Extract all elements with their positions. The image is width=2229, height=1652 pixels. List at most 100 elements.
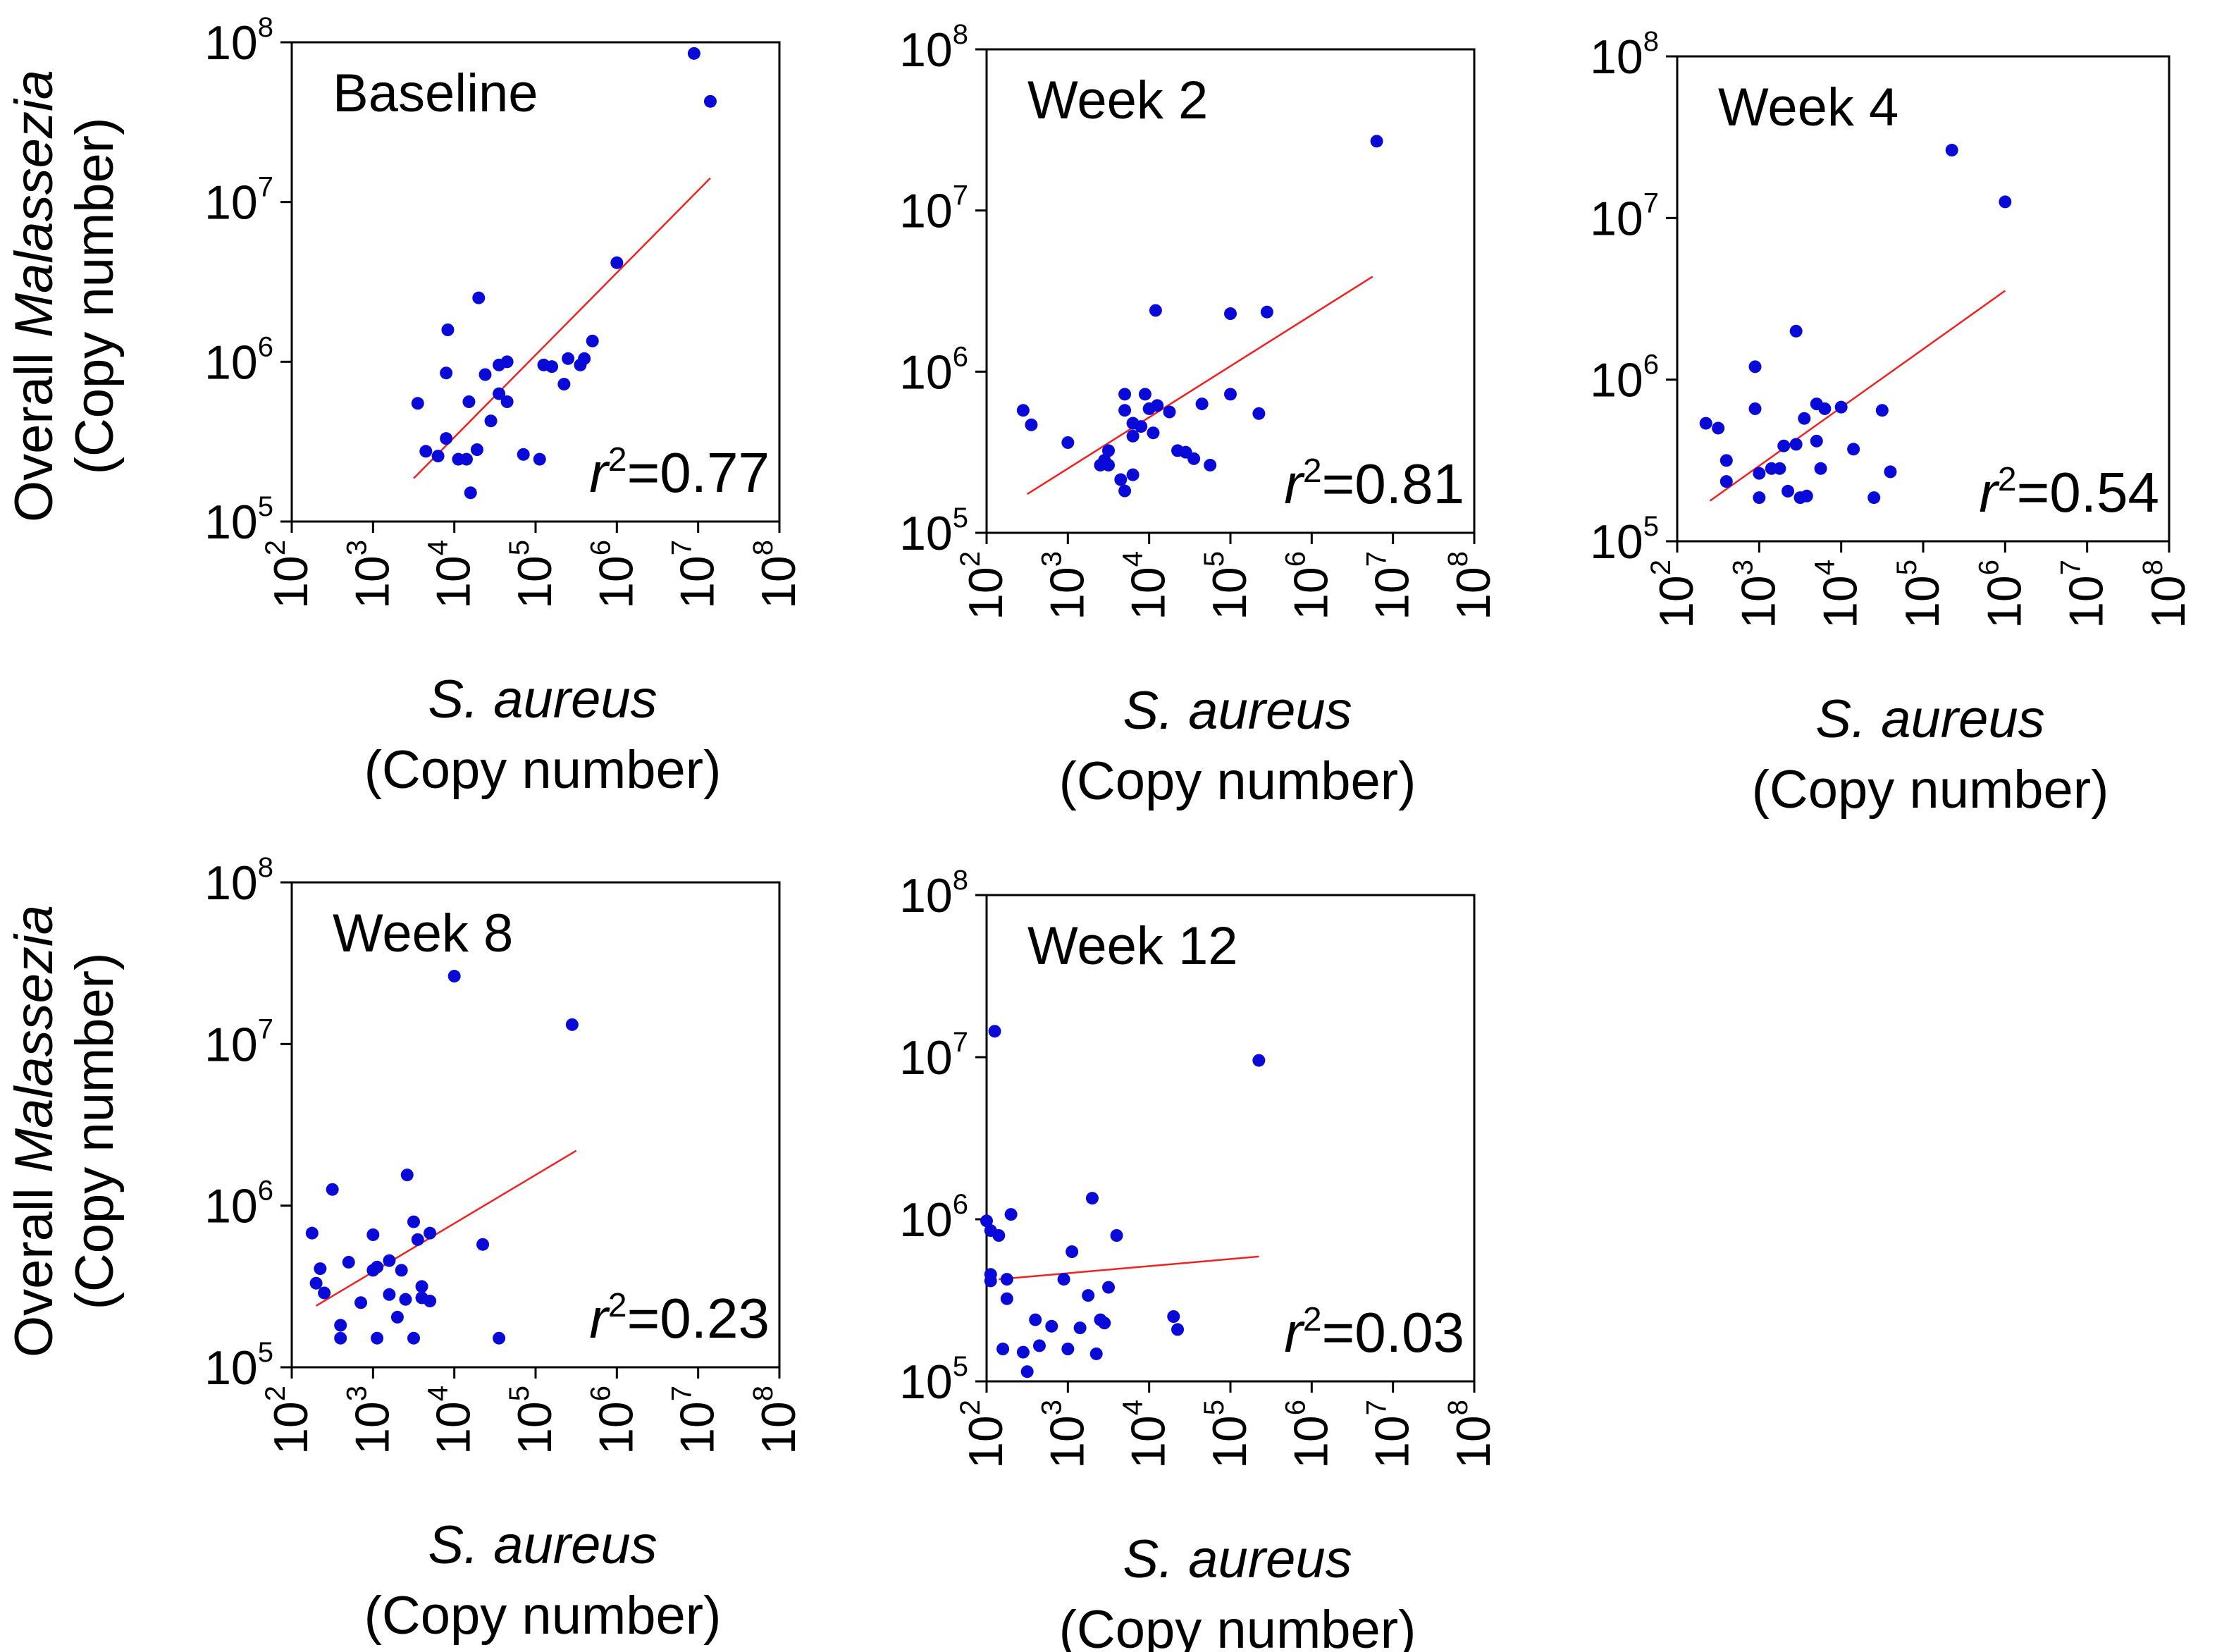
data-point [610, 256, 624, 269]
data-point [1098, 1317, 1111, 1330]
data-point [1029, 1313, 1042, 1326]
panel-title: Week 4 [1718, 78, 1898, 137]
data-point [334, 1319, 347, 1332]
data-point [411, 397, 424, 410]
data-point [1045, 1319, 1058, 1333]
x-tick-label: 104 [423, 1386, 481, 1455]
x-tick-label: 106 [585, 540, 643, 609]
data-point [1834, 400, 1848, 414]
y-tick-label: 107 [204, 172, 273, 230]
data-point [1370, 135, 1383, 148]
x-tick-label: 102 [1645, 560, 1703, 629]
x-axis-title: S. aureus [1123, 681, 1352, 741]
data-point [472, 291, 486, 304]
data-point [1252, 1054, 1266, 1067]
ylabel-prefix: Overall [4, 1173, 64, 1357]
data-point [493, 387, 506, 400]
data-point [424, 1226, 437, 1240]
data-point [440, 432, 453, 445]
x-tick-label: 102 [955, 1400, 1013, 1469]
x-axis-unit: (Copy number) [364, 740, 722, 800]
fit-line [413, 177, 711, 479]
ylabel-prefix: Overall [4, 338, 64, 522]
y-tick-label: 107 [204, 1013, 273, 1071]
x-axis-title: S. aureus [1123, 1529, 1352, 1589]
data-point [1753, 491, 1766, 505]
panel-title: Week 12 [1027, 916, 1238, 976]
x-tick-label: 106 [1280, 1400, 1338, 1469]
data-point [1061, 436, 1075, 449]
r-squared-label: r2=0.23 [589, 1287, 770, 1350]
x-tick-label: 106 [1280, 551, 1338, 620]
data-point [1195, 397, 1209, 411]
data-point [424, 1294, 437, 1307]
data-point [314, 1262, 327, 1276]
panel-title: Baseline [333, 63, 538, 123]
data-point [1818, 402, 1832, 415]
y-tick-label: 108 [899, 865, 968, 923]
fit-line [1027, 276, 1373, 495]
data-point [1089, 1347, 1103, 1360]
data-point [1867, 491, 1881, 505]
y-tick-label: 107 [899, 180, 968, 238]
data-point [440, 366, 453, 380]
data-point [1147, 426, 1160, 440]
y-tick-label: 105 [899, 1351, 968, 1409]
data-point [1789, 324, 1803, 338]
row2-y-axis-title: Overall Malassezia [4, 905, 64, 1357]
data-point [1719, 454, 1733, 467]
data-point [1110, 1229, 1123, 1242]
data-point [533, 452, 546, 466]
ylabel-genus: Malassezia [4, 70, 64, 338]
r-squared-label: r2=0.77 [589, 441, 770, 504]
data-point [1102, 1281, 1115, 1294]
row1-y-axis-unit: (Copy number) [65, 118, 125, 475]
x-tick-label: 105 [1199, 1400, 1256, 1469]
x-tick-label: 102 [955, 551, 1013, 620]
data-point [1114, 473, 1128, 486]
data-point [415, 1280, 428, 1293]
data-point [984, 1274, 997, 1288]
x-axis-title: S. aureus [1815, 689, 2044, 749]
x-axis-unit: (Copy number) [1059, 751, 1416, 811]
data-point [1789, 438, 1803, 451]
x-tick-label: 107 [1362, 1400, 1419, 1469]
r-squared-label: r2=0.03 [1284, 1301, 1464, 1364]
data-point [557, 378, 571, 391]
r-squared-label: r2=0.81 [1284, 452, 1464, 515]
data-point [399, 1293, 412, 1306]
data-point [992, 1229, 1006, 1242]
data-point [1020, 1365, 1034, 1379]
y-tick-label: 105 [1590, 511, 1659, 569]
y-tick-label: 106 [204, 1176, 273, 1233]
data-point [476, 1238, 490, 1251]
data-point [1016, 404, 1030, 417]
data-point [1073, 1321, 1087, 1335]
data-point [562, 352, 575, 365]
data-point [1061, 1343, 1075, 1355]
panel-week-8: 105 106 107 108 102 103 104 105 106 107 108 Week 8 r… [204, 852, 805, 1646]
data-point [1252, 407, 1266, 420]
x-tick-label: 103 [1036, 551, 1094, 620]
data-point [1151, 399, 1164, 412]
r-squared-label: r2=0.54 [1979, 461, 2159, 524]
x-tick-label: 108 [2137, 560, 2195, 629]
data-point [586, 334, 599, 347]
data-point [309, 1276, 323, 1290]
data-point [1118, 484, 1132, 498]
data-point [500, 355, 514, 369]
y-tick-label: 106 [899, 1189, 968, 1247]
data-point [1057, 1273, 1070, 1286]
data-point [1753, 467, 1766, 480]
data-point [326, 1183, 339, 1196]
data-point [703, 94, 717, 108]
data-point [1748, 360, 1762, 374]
x-axis-unit: (Copy number) [1752, 760, 2109, 820]
data-point [459, 452, 473, 466]
y-tick-label: 107 [899, 1027, 968, 1085]
x-tick-label: 104 [1810, 560, 1867, 629]
x-tick-label: 105 [1891, 560, 1949, 629]
data-point [366, 1228, 380, 1241]
x-tick-label: 106 [1973, 560, 2031, 629]
x-tick-label: 108 [748, 540, 805, 609]
